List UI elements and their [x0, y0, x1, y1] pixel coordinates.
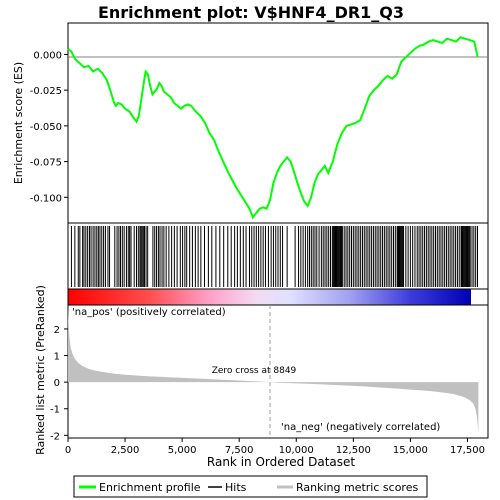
x-tick-label: 0: [65, 445, 71, 456]
es-y-tick-label: -0.075: [30, 158, 62, 169]
metric-y-tick-label: 2: [54, 325, 60, 336]
metric-y-tick-label: 1: [54, 352, 60, 363]
rank-color-bar: [68, 289, 471, 305]
legend-frame: [73, 475, 428, 498]
legend: Enrichment profile Hits Ranking metric s…: [73, 475, 428, 498]
ranked-metric-panel: 2 1 0 -1 -2 'na_pos' (positively correlated)…: [34, 285, 489, 455]
neg-correlated-label: 'na_neg' (negatively correlated): [281, 422, 440, 433]
metric-y-tick-label: -2: [50, 431, 60, 442]
es-y-axis: 0.000 -0.025 -0.050 -0.075 -0.100: [30, 50, 68, 204]
x-axis: 0 2,500 5,000 7,500 10,000 12,500 15,000 17,500: [65, 438, 485, 456]
legend-metric-label: Ranking metric scores: [296, 481, 418, 494]
pos-correlated-label: 'na_pos' (positively correlated): [72, 307, 226, 318]
x-tick-label: 2,500: [111, 445, 140, 456]
legend-hits-label: Hits: [225, 481, 247, 494]
es-y-tick-label: 0.000: [33, 50, 62, 61]
legend-enrichment-label: Enrichment profile: [99, 481, 201, 494]
es-panel: 0.000 -0.025 -0.050 -0.075 -0.100 Enrichment…: [12, 22, 489, 224]
metric-y-axis: 2 1 0 -1 -2: [50, 325, 68, 442]
x-tick-label: 7,500: [225, 445, 254, 456]
es-y-tick-label: -0.050: [30, 122, 62, 133]
es-y-tick-label: -0.100: [30, 193, 62, 204]
x-axis-label: Rank in Ordered Dataset: [207, 455, 355, 469]
es-panel-frame: [67, 22, 489, 224]
metric-y-axis-label: Ranked list metric (PreRanked): [34, 285, 47, 455]
hits-panel: [67, 222, 489, 290]
x-tick-label: 10,000: [279, 445, 314, 456]
metric-y-tick-label: 0: [54, 378, 60, 389]
es-y-tick-label: -0.025: [30, 86, 62, 97]
enrichment-profile-line: [67, 36, 479, 220]
x-tick-label: 15,000: [393, 445, 428, 456]
zero-cross-label: Zero cross at 8849: [212, 366, 297, 376]
es-y-axis-label: Enrichment score (ES): [12, 62, 25, 184]
hit-marks: [70, 226, 478, 287]
chart-title: Enrichment plot: V$HNF4_DR1_Q3: [98, 3, 404, 22]
x-tick-label: 5,000: [168, 445, 197, 456]
x-tick-label: 17,500: [450, 445, 485, 456]
metric-y-tick-label: -1: [50, 405, 60, 416]
x-tick-label: 12,500: [336, 445, 371, 456]
